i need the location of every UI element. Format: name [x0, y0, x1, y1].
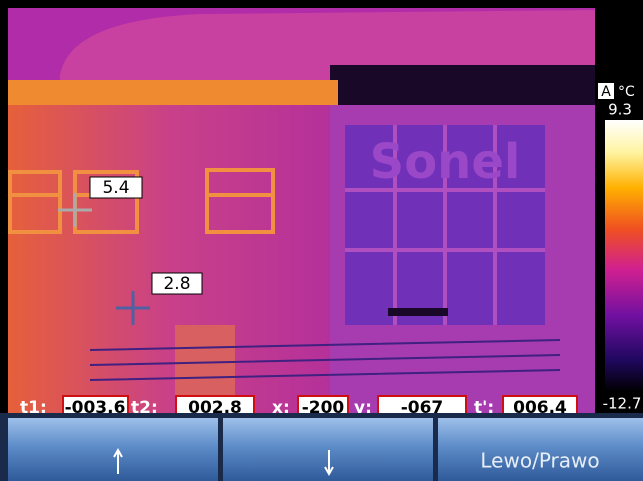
- building-sign: Sonel: [370, 134, 521, 190]
- softkey-bar: Lewo/Prawo: [0, 413, 643, 481]
- measurement-point-2: 2.8: [116, 272, 203, 325]
- window-grid: [345, 125, 545, 325]
- softkey-down[interactable]: [223, 418, 433, 481]
- softkey-label: Lewo/Prawo: [480, 449, 599, 473]
- measurement-point-1: 5.4: [58, 176, 143, 227]
- point-value: 2.8: [163, 274, 190, 294]
- scale-min: -12.7: [603, 395, 642, 413]
- thermal-image: Sonel: [8, 8, 595, 415]
- scale-max: 9.3: [608, 101, 632, 119]
- point-value: 5.4: [102, 178, 129, 198]
- softkey-left-right[interactable]: Lewo/Prawo: [438, 418, 643, 481]
- scale-bar: A °C 9.3 -12.7: [595, 8, 643, 413]
- scale-unit: °C: [618, 84, 635, 100]
- scale-mode: A: [601, 84, 611, 100]
- softkey-up[interactable]: [8, 418, 218, 481]
